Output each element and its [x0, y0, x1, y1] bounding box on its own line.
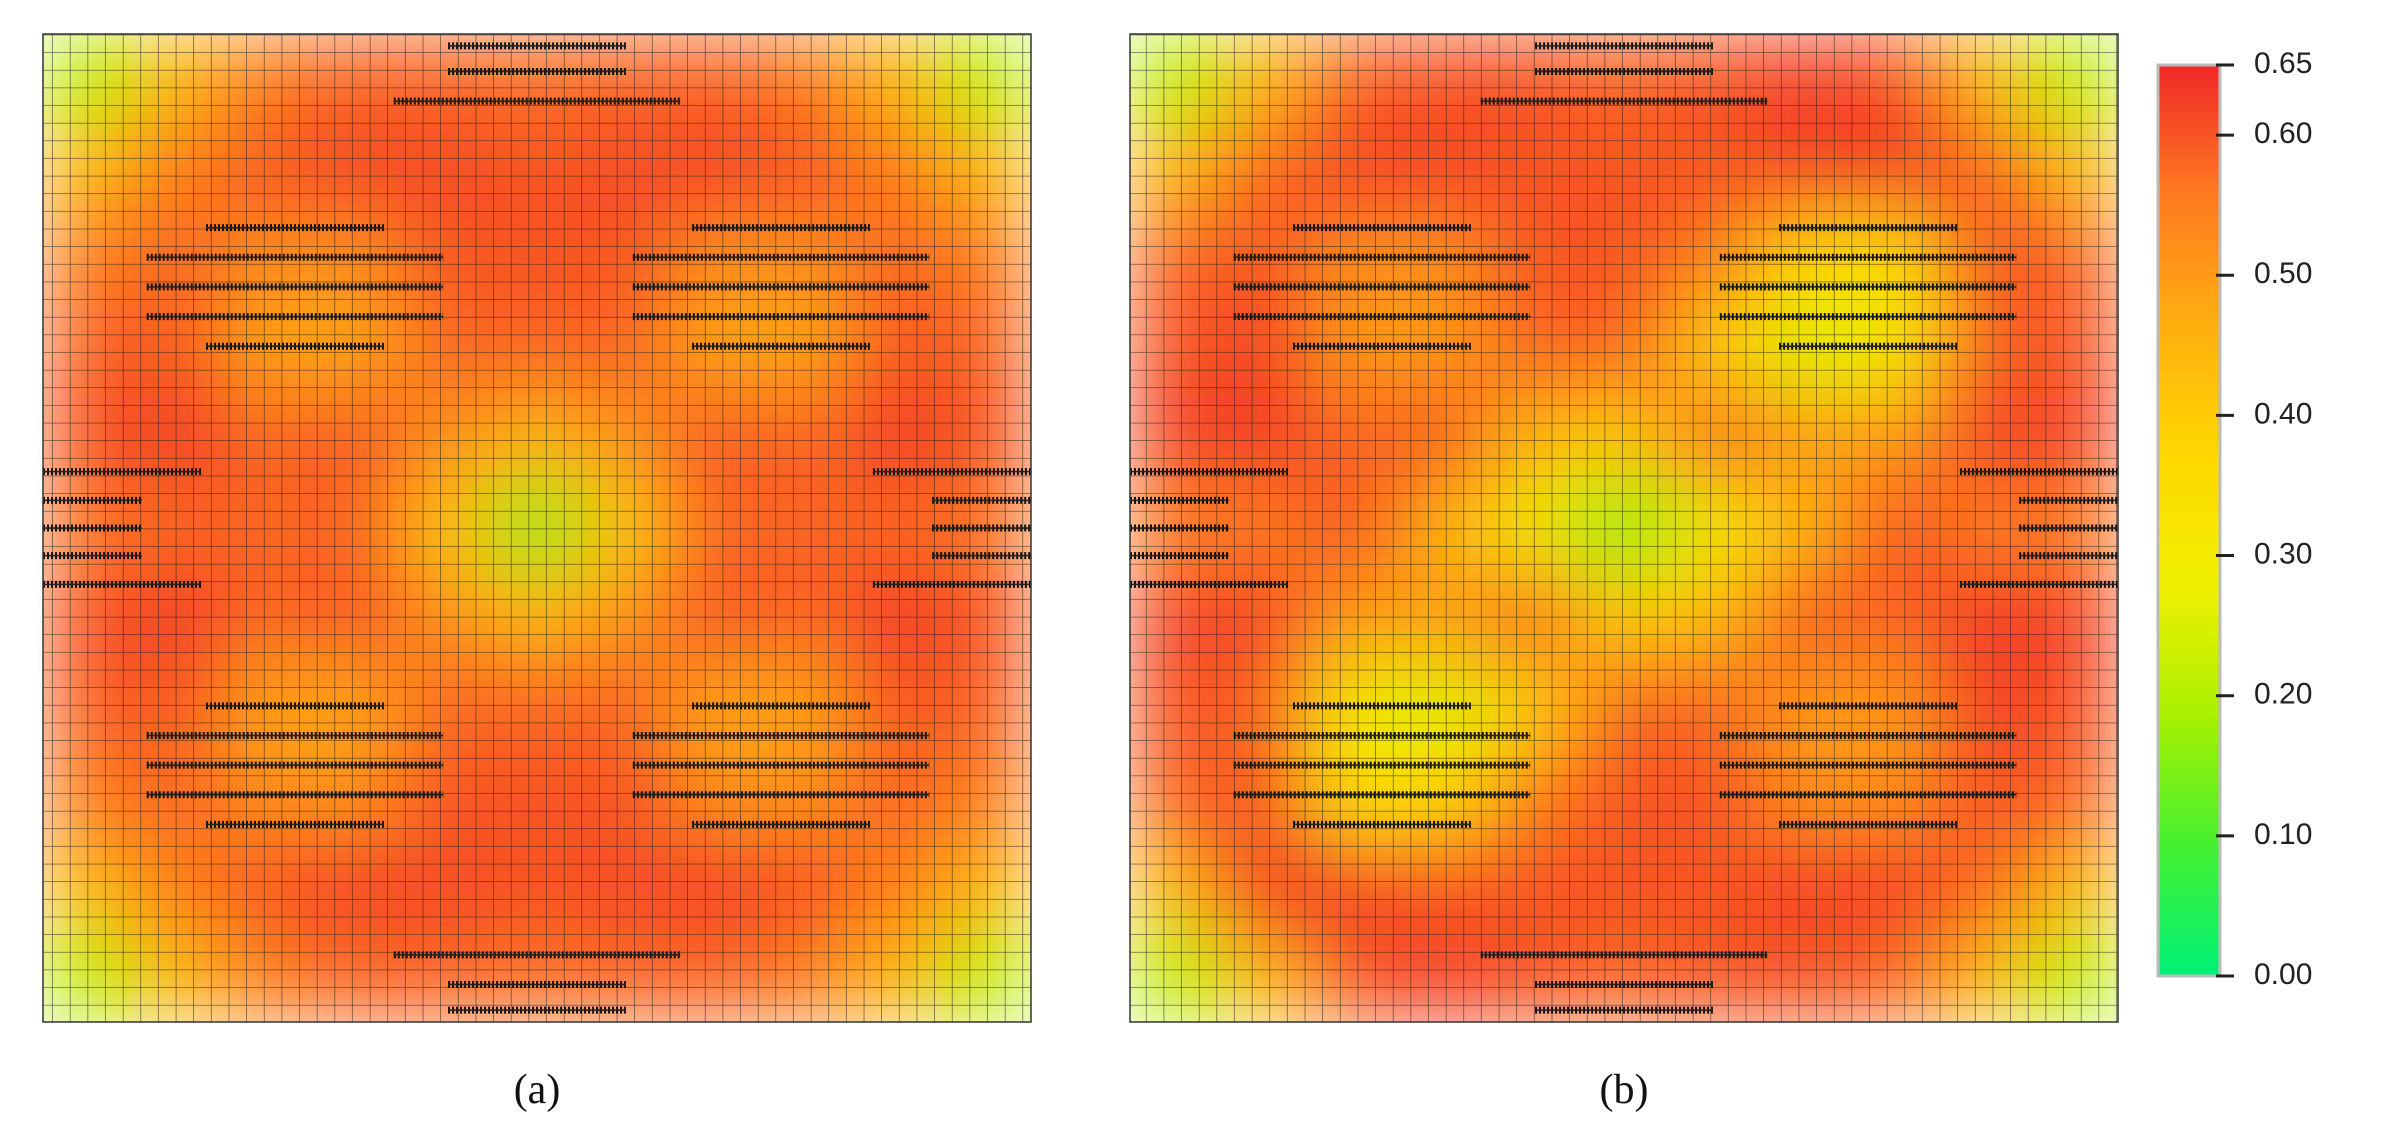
heatmap-panel [43, 34, 1031, 1022]
panel-label: (a) [514, 1067, 561, 1113]
colorbar-tick-label: 0.20 [2254, 678, 2312, 711]
colorbar-tick-label: 0.00 [2254, 958, 2312, 991]
panel-label: (b) [1600, 1067, 1649, 1113]
panel-border [42, 33, 1032, 1023]
colorbar-tick-label: 0.65 [2254, 47, 2312, 80]
colorbar-tick-label: 0.50 [2254, 257, 2312, 290]
panel-border [1129, 33, 2119, 1023]
heatmap-panel [1130, 34, 2118, 1022]
colorbar-tick-label: 0.40 [2254, 397, 2312, 430]
mesh-grid [1130, 34, 2118, 1022]
colorbar-tick-label: 0.10 [2254, 818, 2312, 851]
colorbar-tick-label: 0.60 [2254, 117, 2312, 150]
colorbar-tick-label: 0.30 [2254, 537, 2312, 570]
colorbar [2156, 63, 2222, 978]
mesh-grid [43, 34, 1031, 1022]
